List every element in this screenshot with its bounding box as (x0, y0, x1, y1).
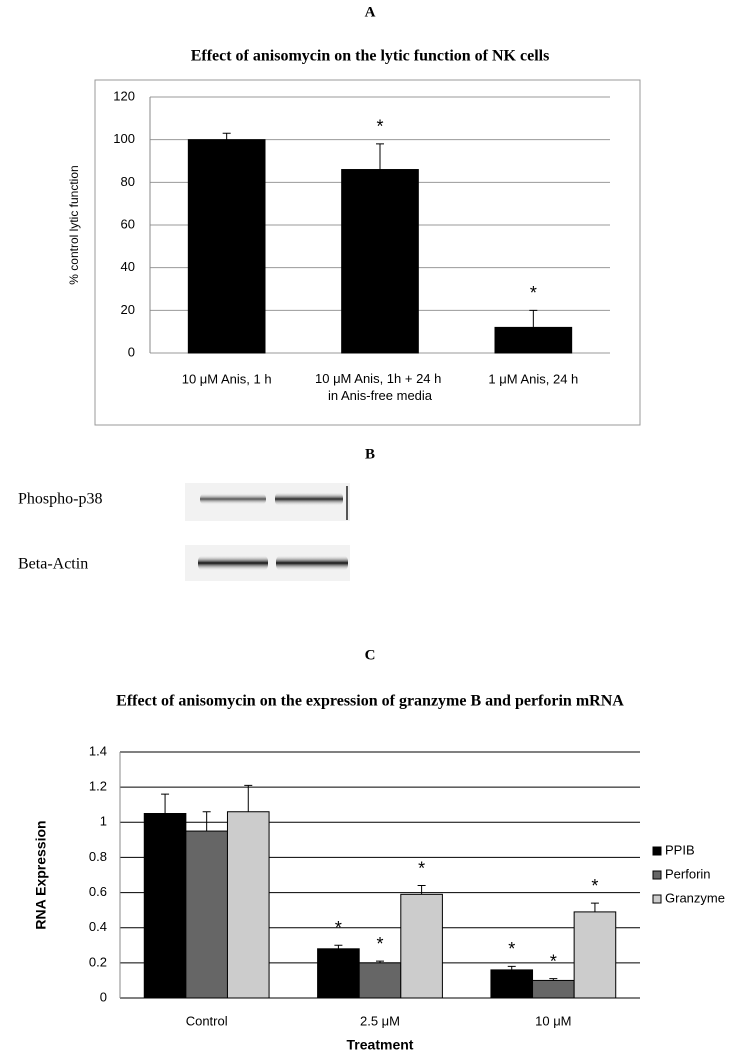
x-axis-label: Treatment (347, 1037, 414, 1050)
legend-swatch (652, 870, 662, 880)
significance-marker: * (550, 951, 557, 971)
error-bar (376, 960, 384, 963)
error-bar (590, 902, 599, 912)
bar (187, 139, 266, 354)
x-tick-label: 10 μM (535, 1013, 571, 1028)
legend-swatch (652, 894, 662, 904)
bar (573, 911, 617, 999)
y-tick-label: 0 (128, 344, 135, 359)
y-tick-label: 0.6 (89, 884, 107, 899)
bar (143, 813, 187, 999)
error-bar (244, 784, 253, 812)
bar (317, 948, 360, 999)
y-tick-label: 20 (121, 302, 135, 317)
bar (494, 326, 573, 354)
error-bar (417, 885, 426, 895)
y-axis-label: % control lytic function (67, 165, 81, 284)
significance-marker: * (508, 939, 515, 959)
error-bar (222, 132, 231, 140)
significance-marker: * (591, 876, 598, 896)
chart-frame (94, 79, 641, 426)
panel-label: C (365, 647, 376, 663)
legend-swatch (652, 846, 662, 856)
significance-marker: * (376, 117, 383, 137)
y-tick-label: 0.8 (89, 849, 107, 864)
panel-label: B (365, 446, 375, 462)
y-tick-label: 1.4 (89, 743, 107, 758)
bar (185, 830, 228, 999)
error-bar (549, 978, 558, 981)
x-tick-label: 10 μM Anis, 1h + 24 h in Anis-free media (315, 371, 445, 403)
legend-label: Granzyme (665, 890, 725, 905)
error-bar (507, 965, 516, 970)
significance-marker: * (335, 918, 342, 938)
x-tick-label: 10 μM Anis, 1 h (182, 371, 272, 386)
error-bar (334, 944, 343, 949)
bar (490, 969, 534, 999)
y-axis-label: RNA Expression (33, 820, 49, 929)
bar (400, 893, 443, 999)
bar (226, 811, 270, 999)
y-tick-label: 1 (100, 814, 107, 829)
error-bar (202, 811, 211, 832)
x-tick-label: 1 μM Anis, 24 h (488, 371, 578, 386)
bar (358, 962, 402, 999)
x-tick-label: 2.5 μM (360, 1013, 400, 1028)
significance-marker: * (418, 858, 425, 878)
x-tick-label: Control (186, 1013, 228, 1028)
y-tick-label: 100 (113, 131, 135, 146)
significance-marker: * (376, 934, 383, 954)
y-tick-label: 60 (121, 216, 135, 231)
panel-label: A (365, 4, 376, 20)
y-tick-label: 120 (113, 88, 135, 103)
legend-label: Perforin (665, 866, 711, 881)
significance-marker: * (530, 283, 537, 303)
y-tick-label: 0 (100, 989, 107, 1004)
blot-label: Phospho-p38 (18, 491, 102, 508)
y-tick-label: 0.2 (89, 954, 107, 969)
y-tick-label: 40 (121, 259, 135, 274)
legend-label: PPIB (665, 842, 695, 857)
error-bar (161, 793, 170, 814)
blot-label: Beta-Actin (18, 556, 88, 573)
error-bar (376, 143, 384, 170)
blot-image (185, 483, 350, 581)
error-bar (529, 309, 538, 328)
chart-title: Effect of anisomycin on the lytic functi… (191, 48, 550, 65)
y-tick-label: 1.2 (89, 779, 107, 794)
bar (341, 169, 419, 354)
y-tick-label: 0.4 (89, 919, 107, 934)
y-tick-label: 80 (121, 174, 135, 189)
chart-title: Effect of anisomycin on the expression o… (116, 693, 624, 710)
bar (532, 979, 575, 999)
